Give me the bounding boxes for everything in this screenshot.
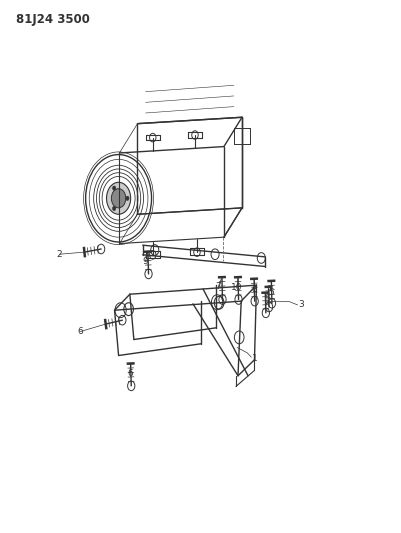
Text: 3: 3: [297, 301, 303, 309]
Text: 4: 4: [264, 293, 269, 301]
Circle shape: [112, 186, 115, 190]
Text: 10: 10: [231, 283, 242, 292]
Text: 9: 9: [142, 257, 148, 265]
Text: 8: 8: [251, 285, 256, 294]
Text: 7: 7: [215, 282, 221, 291]
Circle shape: [126, 196, 129, 200]
Text: 2: 2: [57, 250, 62, 259]
Text: 5: 5: [268, 288, 273, 296]
Text: 81J24 3500: 81J24 3500: [16, 13, 90, 26]
Text: 6: 6: [127, 369, 132, 377]
Circle shape: [112, 206, 115, 211]
Text: 1: 1: [252, 354, 257, 362]
Circle shape: [106, 182, 130, 214]
Circle shape: [111, 189, 126, 208]
Text: 6: 6: [77, 327, 83, 336]
